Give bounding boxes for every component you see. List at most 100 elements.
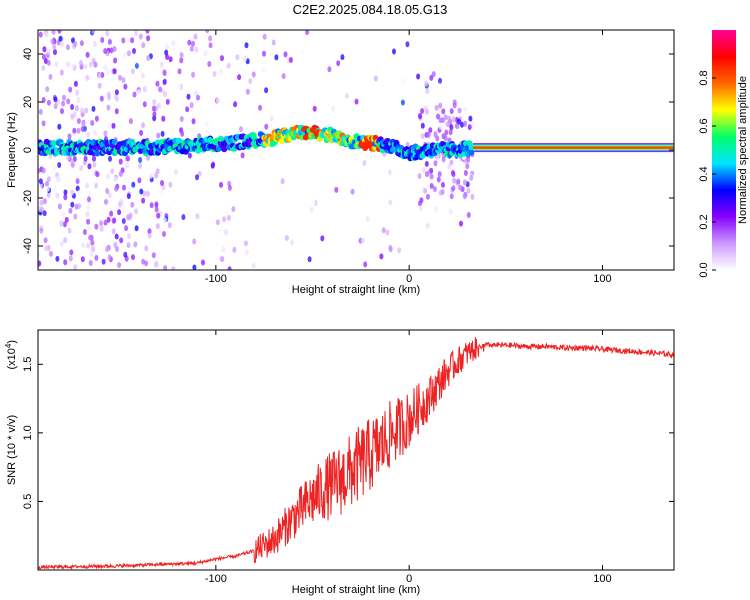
spectrogram-cell [248, 78, 253, 85]
spectrogram-cell [447, 163, 452, 170]
spectrogram-cell [126, 50, 131, 57]
spectrogram-cell [131, 181, 136, 188]
spectrogram-cell [194, 46, 199, 53]
spectrogram-cell [182, 148, 189, 155]
spectrogram-cell [440, 189, 445, 195]
spectrogram-cell [208, 42, 213, 49]
spectrogram-cell [94, 254, 99, 261]
spectrogram-cell [428, 127, 433, 134]
spectrogram-cell [78, 59, 83, 66]
spectrogram-cell [171, 40, 176, 47]
spectrogram-cell [86, 204, 91, 211]
spectrogram-cell [362, 160, 367, 166]
spectrogram-cell [264, 123, 269, 130]
spectrogram-cell [130, 68, 135, 75]
spectrogram-cell [162, 70, 167, 77]
spectrogram-cell [205, 30, 210, 34]
spectrogram-cell [373, 75, 378, 82]
spectrogram-cell [385, 229, 390, 236]
spectrogram-cell [195, 213, 200, 220]
x-tick-label: 100 [593, 573, 611, 585]
spectrogram-cell [43, 237, 48, 244]
spectrogram-cell [156, 212, 161, 219]
spectrogram-cell [73, 40, 78, 47]
spectrogram-cell [375, 65, 380, 72]
spectrogram-cell [185, 106, 190, 113]
spectrogram-cell [134, 208, 139, 215]
spectrogram-cell [450, 169, 455, 176]
spectrogram-cell [115, 246, 119, 252]
spectrogram-cell [154, 206, 159, 213]
spectrogram-cell [344, 92, 349, 99]
spectrogram-cell [79, 40, 84, 47]
spectrogram-cell [397, 247, 402, 254]
spectrogram-cell [333, 122, 338, 129]
spectrogram-cell [262, 50, 266, 57]
spectrogram-cell [264, 87, 269, 94]
spectrogram-cell [220, 256, 225, 263]
spectrogram-cell [283, 51, 288, 58]
spectrogram-cell [212, 71, 217, 77]
spectrogram-cell [50, 38, 55, 45]
spectrogram-cell [388, 199, 393, 206]
spectrogram-cell [424, 80, 429, 87]
spectrogram-cell [62, 221, 67, 228]
spectrogram-cell [58, 35, 63, 42]
spectrogram-cell [118, 201, 122, 208]
spectrogram-cell [59, 69, 64, 76]
spectrogram-cell [114, 185, 119, 192]
spectrogram-cell [70, 189, 75, 196]
spectrogram-cell [94, 150, 101, 157]
spectrogram-cell [132, 48, 136, 54]
spectrogram-cell [163, 265, 168, 270]
spectrogram-cell [215, 219, 220, 226]
spectrogram-cell [387, 169, 392, 176]
spectrogram-cell [86, 242, 91, 249]
spectrogram-cell [92, 155, 96, 162]
spectrogram-cell [227, 266, 232, 270]
spectrogram-cell [444, 129, 449, 136]
spectrogram-cell [103, 219, 108, 226]
spectrogram-cell [90, 120, 95, 126]
spectrogram-cell [187, 152, 192, 159]
spectrogram-cell [460, 121, 464, 128]
spectrogram-cell [290, 239, 294, 246]
spectrogram-cell [181, 214, 186, 221]
spectrogram-cell [122, 207, 127, 214]
spectrogram-cell [147, 232, 152, 239]
spectrogram-cell [179, 116, 184, 122]
spectrogram-cell [309, 206, 314, 213]
spectrogram-cell [84, 107, 89, 114]
spectrogram-cell [146, 35, 151, 42]
spectrogram-cell [38, 108, 43, 115]
spectrogram-cell [154, 172, 159, 179]
spectrogram-cell [81, 242, 86, 249]
spectrogram-cell [166, 205, 171, 212]
spectrogram-cell [94, 115, 99, 122]
spectrogram-cell [448, 208, 453, 215]
spectrogram-cell [85, 74, 90, 81]
spectrogram-cell [204, 120, 209, 127]
spectrogram-cell [69, 249, 74, 256]
spectrogram-cell [140, 72, 145, 79]
spectrogram-cell [121, 218, 126, 224]
y-tick-label: 1.0 [22, 425, 34, 440]
spectrogram-cell [44, 181, 49, 187]
spectrogram-cell [74, 203, 79, 210]
spectrogram-cell [470, 193, 475, 200]
spectrogram-cell [121, 77, 126, 83]
spectrogram-cell [194, 90, 199, 97]
spectrogram-cell [160, 180, 164, 186]
spectrogram-cell [46, 99, 51, 106]
spectrogram-cell [458, 184, 463, 191]
snr-x-label: Height of straight line (km) [292, 584, 420, 596]
spectrogram-cell [227, 184, 232, 191]
spectrogram-cell [217, 135, 224, 142]
spectrogram-cell [48, 73, 53, 80]
spectrogram-cell [438, 77, 442, 84]
spectrogram-x-label: Height of straight line (km) [292, 284, 420, 296]
spectrogram-cell [285, 234, 289, 241]
spectrogram-cell [429, 183, 434, 189]
spectrogram-cell [233, 101, 238, 108]
spectrogram-cell [128, 118, 133, 125]
